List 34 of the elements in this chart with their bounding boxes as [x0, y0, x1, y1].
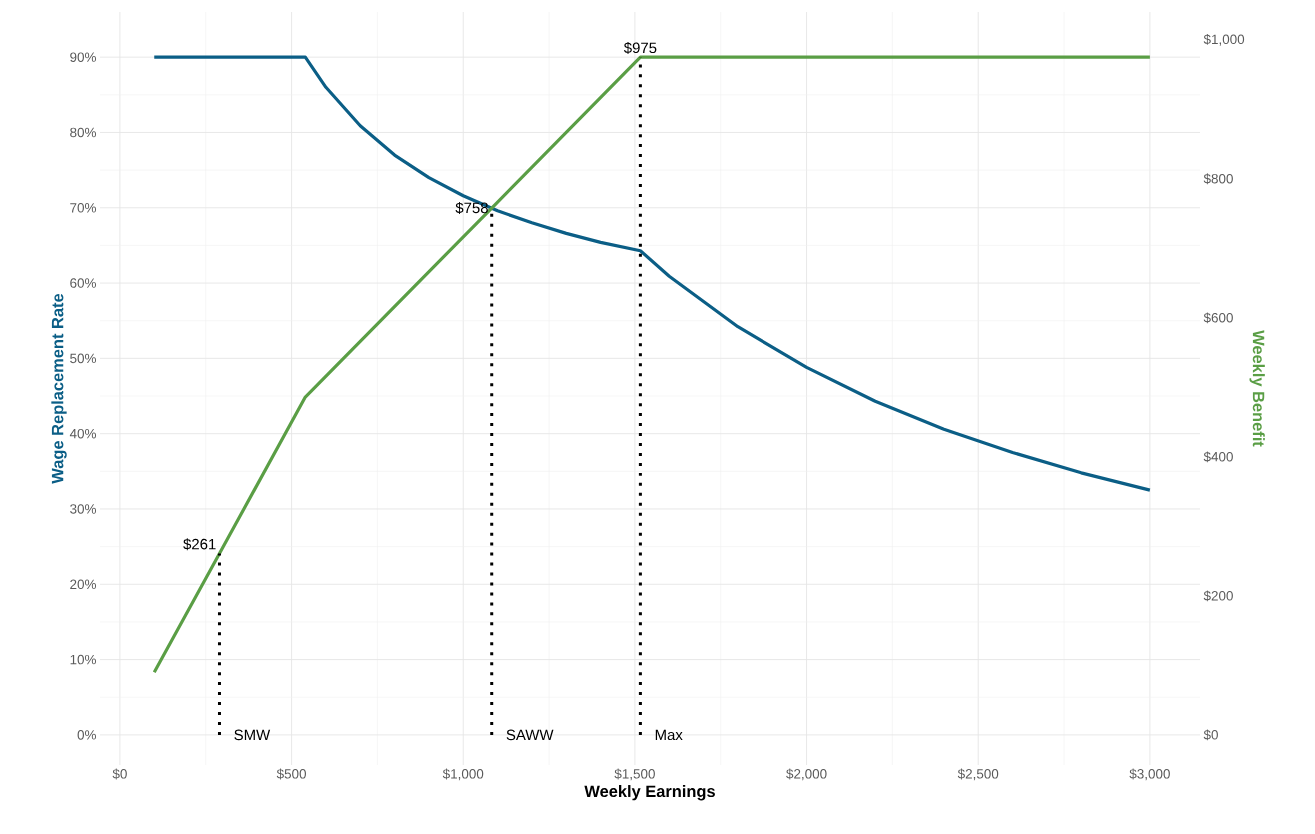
ref-line-label: SAWW — [506, 729, 554, 741]
line-series — [152, 55, 1152, 674]
ref-line-label: SMW — [234, 729, 271, 741]
y-tick-label: 50% — [70, 353, 96, 364]
y-tick-label: 70% — [70, 203, 96, 213]
y2-tick-label: $200 — [1203, 590, 1233, 602]
annotation: $261 — [183, 538, 216, 551]
y-tick-label: 30% — [70, 504, 96, 514]
x-tick-label: $0 — [112, 768, 127, 780]
y-tick-label: 10% — [70, 654, 96, 665]
line-series — [152, 55, 1152, 492]
y-tick-label: 40% — [69, 428, 96, 439]
x-tick-label: $2,000 — [786, 768, 827, 781]
y-axis-title: Wage Replacement Rate — [51, 293, 67, 484]
y-tick-label: 80% — [70, 127, 96, 138]
y-tick-label: 0% — [77, 730, 96, 740]
y-tick-label: 60% — [70, 278, 96, 288]
y2-tick-label: $800 — [1203, 173, 1233, 185]
ref-line-label: Max — [655, 729, 683, 741]
x-tick-label: $1,000 — [442, 768, 484, 781]
x-tick-label: $500 — [276, 768, 306, 780]
y2-axis-title: Weekly Benefit — [1249, 330, 1265, 447]
x-axis-title: Weekly Earnings — [584, 785, 715, 801]
annotation: $975 — [623, 41, 657, 54]
y2-tick-label: $400 — [1203, 451, 1233, 463]
y2-tick-label: $600 — [1203, 312, 1233, 324]
x-tick-label: $2,500 — [957, 768, 999, 781]
y-tick-label: 20% — [70, 579, 96, 590]
y-tick-label: 90% — [70, 52, 96, 62]
y2-tick-label: $0 — [1203, 729, 1218, 741]
annotation: $758 — [455, 201, 488, 215]
x-tick-label: $1,500 — [614, 768, 655, 781]
x-tick-label: $3,000 — [1129, 768, 1170, 781]
y2-tick-label: $1,000 — [1203, 33, 1245, 46]
